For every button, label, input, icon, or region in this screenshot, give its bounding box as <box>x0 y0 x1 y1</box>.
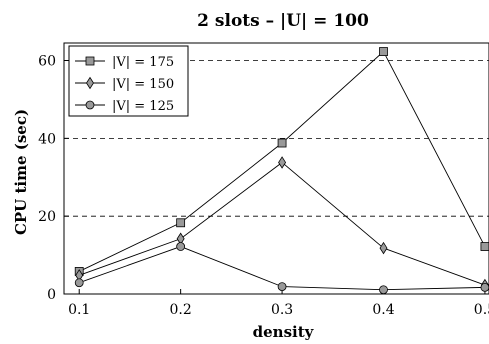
data-point <box>277 282 287 292</box>
legend-marker <box>85 56 95 66</box>
plot-frame <box>63 42 489 295</box>
x-tick-label: 0.3 <box>271 302 293 318</box>
legend-item: |V| = 125 <box>75 99 174 114</box>
series-line <box>79 161 486 286</box>
chart-title: 2 slots – |U| = 100 <box>197 11 369 31</box>
y-tick-label: 60 <box>38 54 56 70</box>
data-point <box>176 218 186 228</box>
data-point <box>379 47 388 56</box>
series-layer <box>74 47 489 295</box>
data-point <box>176 242 186 251</box>
y-tick-label: 0 <box>47 287 56 303</box>
x-tick-label: 0.5 <box>474 302 489 318</box>
x-tick-label: 0.4 <box>372 302 394 318</box>
grid-lines <box>64 60 489 217</box>
data-point <box>74 278 84 288</box>
x-axis-label: density <box>253 323 315 341</box>
data-point <box>379 285 388 295</box>
data-point <box>278 156 287 169</box>
data-point <box>480 242 489 251</box>
y-axis-label: CPU time (sec) <box>12 109 30 235</box>
legend: |V| = 175 |V| = 150 |V| = 125 <box>68 45 189 117</box>
data-point <box>480 282 489 292</box>
legend-label: |V| = 175 <box>112 55 174 70</box>
series-circle <box>74 242 489 295</box>
legend-item: |V| = 175 <box>75 55 174 70</box>
series-diamond <box>75 156 489 292</box>
legend-marker <box>85 100 95 110</box>
legend-item: |V| = 150 <box>75 76 174 92</box>
y-tick-label: 40 <box>38 131 56 147</box>
x-tick-label: 0.1 <box>68 302 90 318</box>
series-square <box>74 47 489 276</box>
legend-marker <box>86 76 94 90</box>
x-tick-label: 0.2 <box>170 302 192 318</box>
legend-label: |V| = 125 <box>112 99 174 114</box>
y-tick-label: 20 <box>38 209 56 225</box>
legend-label: |V| = 150 <box>112 77 174 92</box>
data-point <box>277 138 287 148</box>
data-point <box>379 241 388 255</box>
